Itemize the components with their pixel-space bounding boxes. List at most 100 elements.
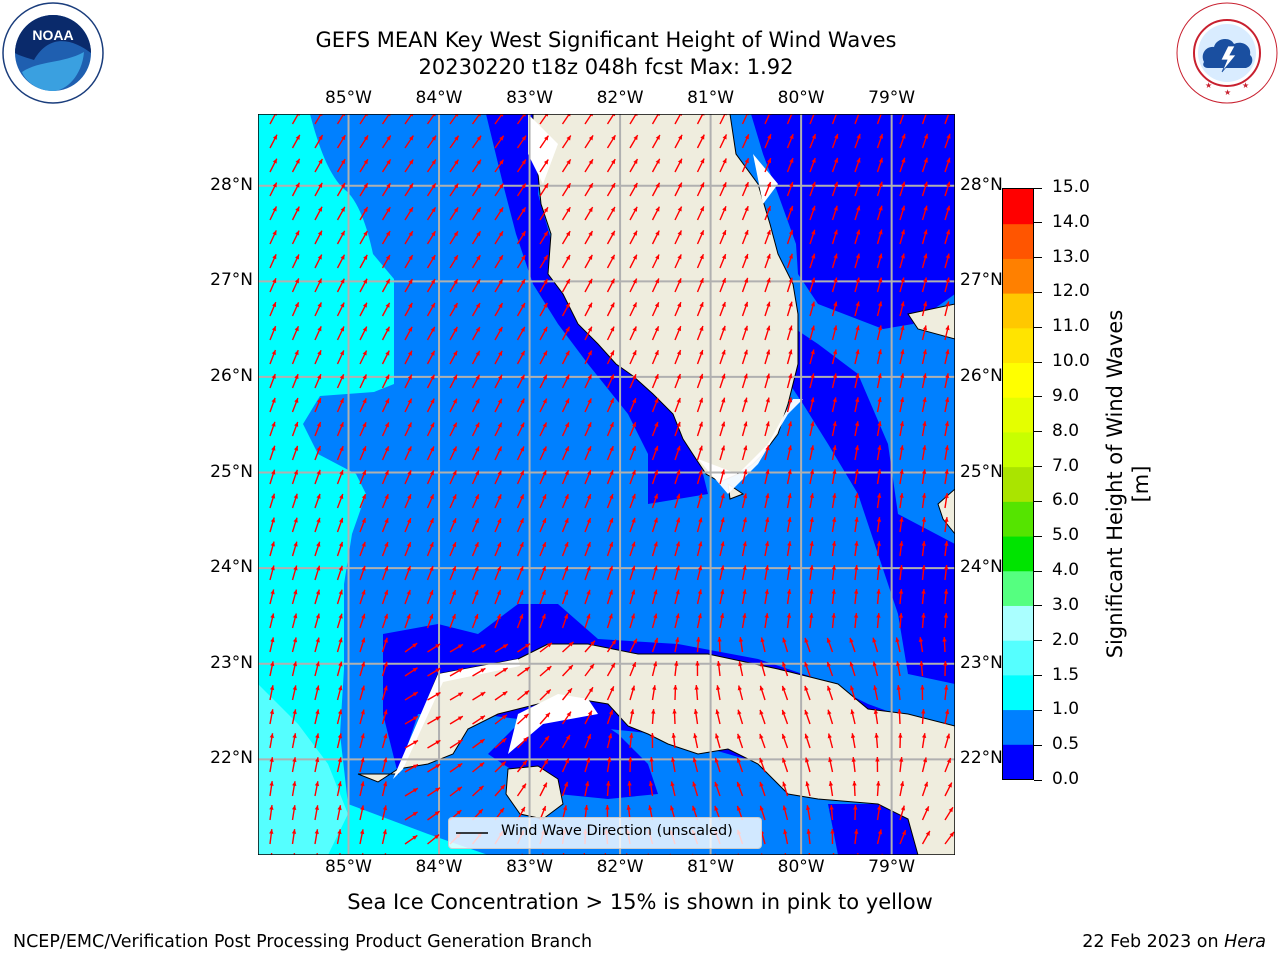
wave-direction-arrowhead — [854, 517, 859, 522]
wave-direction-arrowhead — [810, 301, 816, 307]
wave-direction-arrow — [741, 114, 748, 125]
wave-direction-arrowhead — [632, 398, 637, 404]
wave-direction-arrowhead — [270, 661, 275, 667]
legend-label: Wind Wave Direction (unscaled) — [501, 823, 733, 839]
wave-direction-arrowhead — [721, 373, 726, 379]
wave-direction-arrowhead — [921, 565, 926, 570]
wave-direction-arrowhead — [502, 714, 507, 720]
wave-direction-arrowhead — [655, 254, 660, 260]
wave-direction-arrowhead — [434, 834, 440, 840]
wave-direction-arrowhead — [736, 805, 742, 811]
wave-direction-arrowhead — [810, 445, 815, 451]
wave-direction-arrowhead — [878, 181, 883, 187]
wave-direction-arrowhead — [692, 757, 697, 763]
wave-direction-arrow — [719, 114, 726, 125]
wave-direction-arrowhead — [811, 229, 816, 235]
wave-direction-arrowhead — [316, 493, 321, 499]
wave-direction-arrowhead — [382, 829, 387, 835]
wave-direction-arrowhead — [406, 566, 411, 571]
wave-direction-arrowhead — [541, 589, 546, 595]
wave-direction-arrowhead — [850, 733, 856, 739]
wave-direction-arrowhead — [293, 565, 298, 571]
colorbar-segment — [1003, 640, 1033, 676]
wave-direction-arrowhead — [832, 421, 837, 427]
wave-direction-arrow — [449, 114, 459, 125]
wave-direction-arrowhead — [943, 613, 949, 618]
wave-direction-arrowhead — [429, 518, 434, 524]
wave-direction-arrowhead — [900, 805, 906, 811]
wave-direction-arrowhead — [737, 685, 742, 691]
wave-direction-arrowhead — [698, 421, 703, 427]
wave-direction-arrowhead — [945, 301, 950, 307]
lon-label-top: 81°W — [687, 88, 735, 108]
wave-direction-arrowhead — [337, 709, 343, 715]
wave-direction-arrowhead — [949, 831, 954, 837]
wave-direction-arrowhead — [585, 757, 591, 763]
wave-direction-arrowhead — [631, 493, 636, 499]
wave-direction-arrowhead — [435, 787, 440, 792]
wave-direction-arrowhead — [542, 470, 547, 476]
wave-direction-arrowhead — [520, 350, 525, 356]
wave-direction-arrowhead — [851, 757, 856, 762]
wave-direction-arrowhead — [588, 207, 593, 213]
wave-direction-arrowhead — [337, 781, 342, 787]
wave-direction-arrowhead — [898, 613, 904, 618]
wave-direction-arrowhead — [360, 757, 365, 763]
wave-direction-arrowhead — [587, 710, 592, 716]
wave-direction-arrowhead — [314, 781, 320, 787]
wave-direction-arrowhead — [921, 541, 926, 546]
wave-direction-arrowhead — [545, 689, 551, 695]
wave-direction-arrowhead — [877, 349, 882, 355]
wave-direction-arrowhead — [831, 613, 836, 618]
wave-direction-arrowhead — [653, 469, 659, 475]
wave-direction-arrowhead — [385, 398, 389, 404]
wave-direction-arrowhead — [610, 350, 614, 356]
wave-direction-arrowhead — [699, 206, 704, 212]
map-gridlines — [258, 114, 955, 855]
wave-direction-arrowhead — [827, 709, 832, 715]
wave-direction-arrowhead — [544, 135, 549, 141]
cuba-land — [357, 643, 955, 855]
colorbar-segment — [1003, 570, 1033, 606]
wave-direction-arrowhead — [430, 398, 435, 404]
wave-direction-arrowhead — [677, 302, 682, 308]
wave-direction-arrowhead — [497, 374, 502, 380]
wave-direction-arrowhead — [451, 590, 456, 596]
wave-direction-arrowhead — [362, 398, 367, 404]
wave-direction-arrowhead — [430, 350, 435, 356]
wave-direction-arrowhead — [655, 182, 660, 188]
wave-direction-arrowhead — [315, 709, 320, 715]
wave-direction-arrowhead — [923, 277, 928, 283]
wave-direction-arrowhead — [901, 133, 906, 139]
wave-direction-arrowhead — [877, 301, 883, 307]
wave-direction-arrowhead — [759, 685, 764, 691]
wave-direction-arrowhead — [497, 494, 502, 500]
wave-direction-arrowhead — [270, 565, 275, 571]
wave-direction-arrowhead — [524, 667, 530, 672]
wave-direction-arrowhead — [407, 518, 412, 524]
wave-direction-arrowhead — [922, 301, 928, 307]
lat-label-left: 24°N — [210, 557, 253, 578]
wave-direction-arrowhead — [632, 374, 637, 380]
wave-direction-arrowhead — [520, 446, 524, 452]
wave-direction-arrowhead — [294, 302, 299, 308]
wave-direction-arrowhead — [608, 589, 613, 595]
wave-direction-arrowhead — [671, 733, 676, 738]
wave-direction-arrowhead — [945, 253, 950, 259]
wave-direction-arrowhead — [654, 421, 659, 427]
wave-direction-arrowhead — [474, 518, 479, 524]
wave-direction-arrowhead — [498, 183, 504, 189]
wave-direction-arrowhead — [544, 735, 549, 741]
wave-direction-arrowhead — [720, 589, 725, 595]
lon-label-bottom: 83°W — [506, 857, 554, 877]
wave-direction-arrowhead — [744, 158, 749, 164]
colorbar-tick-mark — [1034, 500, 1042, 502]
wave-direction-arrowhead — [271, 445, 276, 451]
wave-direction-arrowhead — [855, 349, 860, 355]
wave-direction-arrowhead — [714, 757, 719, 763]
wave-direction-arrowhead — [292, 661, 298, 667]
wave-direction-arrowhead — [782, 661, 787, 667]
colorbar-tick-mark — [1034, 535, 1042, 537]
wave-direction-arrowhead — [566, 159, 571, 165]
wave-band-1.5-2.0 — [258, 684, 348, 855]
